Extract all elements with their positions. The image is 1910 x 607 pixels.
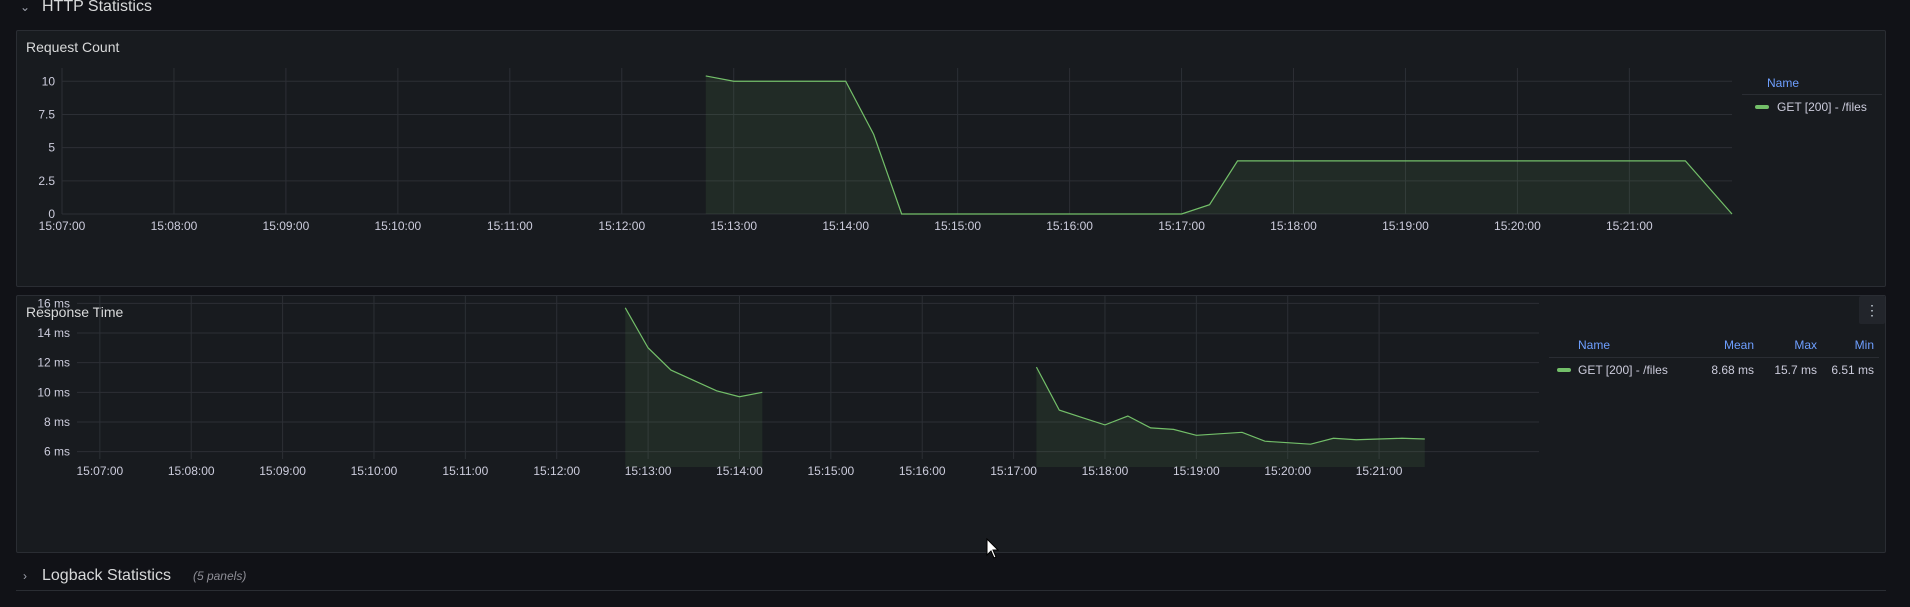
x-tick-label: 15:14:00 [822, 219, 869, 233]
legend-series-name: GET [200] - /files [1578, 363, 1668, 377]
legend-item[interactable]: GET [200] - /files [1742, 95, 1882, 119]
response-time-chart: 15:07:00 15:08:00 15:09:00 15:10:00 15:11:00… [37, 296, 1539, 478]
x-tick-label: 15:12:00 [533, 464, 580, 478]
series-area-fill [1036, 367, 1425, 467]
legend-series-name: GET [200] - /files [1777, 100, 1867, 114]
x-tick-label: 15:13:00 [625, 464, 672, 478]
x-tick-label: 15:10:00 [351, 464, 398, 478]
x-tick-label: 15:15:00 [934, 219, 981, 233]
x-tick-label: 15:20:00 [1494, 219, 1541, 233]
x-tick-label: 15:14:00 [716, 464, 763, 478]
y-tick-label: 5 [48, 141, 55, 155]
y-tick-label: 12 ms [37, 356, 70, 370]
panel-response-time: Response Time ⋮ 15:07:00 15:08:00 15:09:00… [16, 295, 1886, 553]
x-tick-label: 15:15:00 [807, 464, 854, 478]
x-tick-label: 15:11:00 [442, 464, 488, 478]
legend-row[interactable]: GET [200] - /files 8.68 ms 15.7 ms 6.51 … [1549, 358, 1879, 382]
series-line[interactable] [705, 75, 1733, 215]
x-tick-label: 15:08:00 [151, 219, 198, 233]
series-color-swatch [1755, 105, 1769, 109]
legend-header-max[interactable]: Max [1794, 338, 1817, 352]
x-tick-label: 15:09:00 [263, 219, 310, 233]
row-header-http-statistics[interactable]: ⌄ HTTP Statistics [16, 0, 152, 19]
panel-title: Request Count [26, 39, 120, 55]
chevron-right-icon: › [23, 569, 27, 583]
legend-table-header: Name Mean Max Min [1549, 338, 1879, 358]
series-area-fill [705, 75, 1732, 214]
y-tick-label: 2.5 [38, 174, 55, 188]
legend: Name GET [200] - /files [1742, 76, 1882, 119]
legend-series-cell: GET [200] - /files [1549, 363, 1689, 377]
panel-menu-button[interactable]: ⋮ [1859, 296, 1885, 324]
series-line[interactable] [624, 307, 763, 398]
x-tick-label: 15:13:00 [710, 219, 757, 233]
row-header-logback-statistics[interactable]: › Logback Statistics (5 panels) [16, 564, 246, 588]
panel-title: Response Time [26, 304, 124, 320]
legend-header-mean[interactable]: Mean [1723, 338, 1754, 352]
more-vertical-icon: ⋮ [1865, 301, 1879, 318]
series-line[interactable] [1035, 366, 1425, 445]
legend-mean-value: 8.68 ms [1711, 363, 1754, 377]
row-title: Logback Statistics [42, 567, 171, 584]
request-count-chart: 15:07:00 15:08:00 15:09:00 15:10:00 15:11:00… [38, 68, 1733, 233]
x-tick-label: 15:09:00 [259, 464, 306, 478]
legend-min-value: 6.51 ms [1831, 363, 1874, 377]
mouse-cursor-icon [986, 538, 1000, 559]
x-tick-label: 15:18:00 [1270, 219, 1317, 233]
x-tick-label: 15:10:00 [375, 219, 422, 233]
row-divider [16, 590, 1886, 591]
x-tick-label: 15:19:00 [1382, 219, 1429, 233]
legend-max-value: 15.7 ms [1774, 363, 1817, 377]
x-tick-label: 15:12:00 [598, 219, 645, 233]
x-tick-label: 15:17:00 [990, 464, 1037, 478]
y-tick-label: 7.5 [38, 107, 55, 121]
x-tick-label: 15:07:00 [39, 219, 86, 233]
y-tick-label: 16 ms [37, 296, 70, 310]
panel-count: (5 panels) [192, 569, 247, 583]
y-tick-label: 0 [48, 207, 55, 221]
series-area-fill [625, 307, 763, 467]
x-tick-label: 15:16:00 [1046, 219, 1093, 233]
x-tick-label: 15:21:00 [1606, 219, 1653, 233]
y-tick-label: 8 ms [44, 415, 70, 429]
legend-header-name[interactable]: Name [1578, 338, 1611, 352]
y-tick-label: 6 ms [44, 445, 70, 459]
panel-request-count: Request Count 15:07:00 15:08:00 15:09:00 15… [16, 30, 1886, 287]
legend-header-name[interactable]: Name [1742, 76, 1882, 95]
x-tick-label: 15:17:00 [1158, 219, 1205, 233]
x-tick-label: 15:16:00 [899, 464, 946, 478]
x-tick-label: 15:11:00 [487, 219, 533, 233]
x-tick-label: 15:08:00 [168, 464, 215, 478]
legend-table: Name Mean Max Min GET [200] - /files 8.6… [1549, 338, 1879, 382]
y-tick-label: 14 ms [37, 326, 70, 340]
legend-header-min[interactable]: Min [1854, 338, 1874, 352]
row-title: HTTP Statistics [42, 0, 152, 15]
chevron-down-icon: ⌄ [19, 0, 31, 14]
x-tick-label: 15:21:00 [1356, 464, 1403, 478]
x-tick-label: 15:20:00 [1264, 464, 1311, 478]
x-tick-label: 15:19:00 [1173, 464, 1220, 478]
y-tick-label: 10 [42, 74, 56, 88]
x-tick-label: 15:07:00 [76, 464, 123, 478]
y-tick-label: 10 ms [37, 385, 70, 399]
series-color-swatch [1557, 368, 1571, 372]
x-tick-label: 15:18:00 [1082, 464, 1129, 478]
